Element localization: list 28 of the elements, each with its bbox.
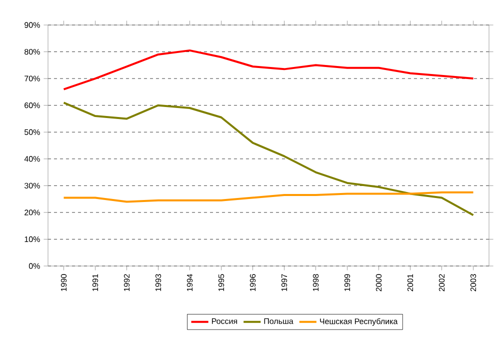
y-tick-label: 0% [28,263,40,269]
y-tick-label: 20% [24,210,40,216]
y-tick-label: 30% [24,182,40,188]
y-tick-label: 40% [24,156,40,162]
y-tick-label: 50% [24,129,40,135]
x-tick-label: 1990 [60,274,67,291]
y-tick-label: 80% [24,48,40,55]
legend-label: Польша [264,318,294,324]
line-series [62,102,474,216]
y-tick-label: 10% [24,236,40,242]
legend-label: Чешская Республика [320,318,398,326]
x-tick-label: 2000 [376,274,382,292]
x-tick-label: 1996 [250,274,256,291]
x-tick-label: 1999 [344,274,350,291]
x-tick-label: 1994 [186,274,193,291]
y-tick-label: 90% [24,22,40,28]
legend-label: Россия [212,318,238,324]
x-tick-label: 1991 [92,274,98,291]
x-tick-label: 1995 [218,274,224,291]
x-tick-label: 1997 [281,274,288,291]
x-tick-label: 1998 [312,274,319,291]
x-tick-label: 2003 [470,274,476,292]
y-tick-label: 60% [24,102,40,108]
x-tick-label: 2002 [438,274,445,292]
x-tick-label: 2001 [407,274,414,292]
x-tick-label: 1992 [124,274,130,291]
x-tick-label: 1993 [155,274,162,291]
y-tick-label: 70% [24,76,40,82]
